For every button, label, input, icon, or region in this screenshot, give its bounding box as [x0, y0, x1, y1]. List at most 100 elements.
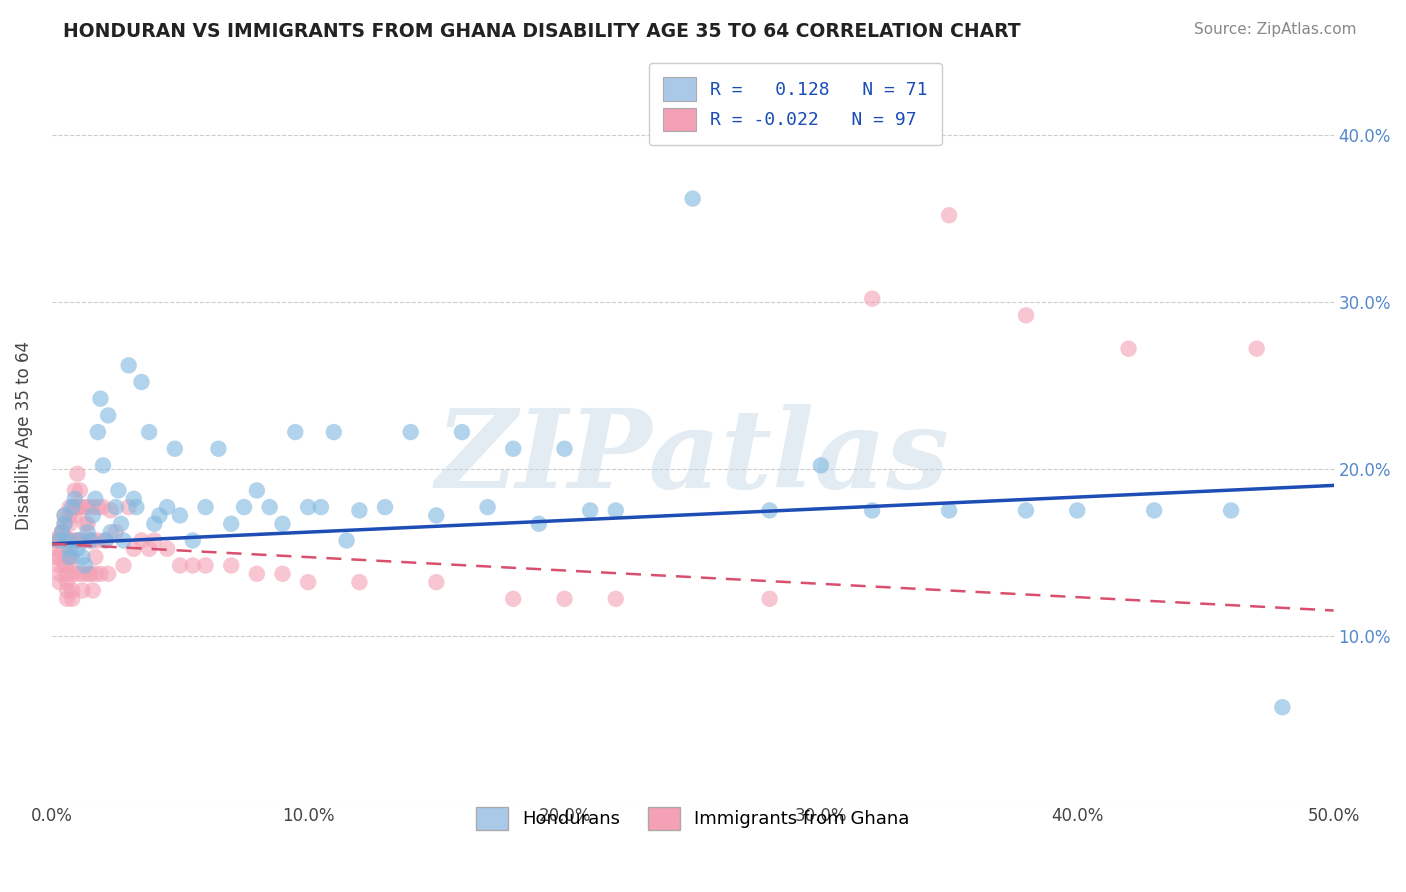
Point [246, 566, 269, 581]
Point [399, 425, 422, 439]
Point [104, 500, 127, 514]
Point [59, 533, 82, 548]
Point [94, 533, 117, 548]
Point [207, 442, 229, 456]
Point [44, 533, 66, 548]
Point [69, 500, 91, 514]
Point [110, 516, 132, 531]
Point [87, 533, 110, 548]
Point [56, 533, 79, 548]
Point [66, 500, 89, 514]
Point [63, 483, 86, 498]
Point [259, 500, 281, 514]
Point [322, 425, 344, 439]
Point [87, 425, 110, 439]
Legend: Hondurans, Immigrants from Ghana: Hondurans, Immigrants from Ghana [461, 792, 924, 845]
Point [60, 566, 83, 581]
Point [860, 503, 883, 517]
Point [45, 533, 67, 548]
Point [79, 533, 101, 548]
Point [349, 503, 371, 517]
Point [938, 208, 960, 222]
Point [51, 525, 73, 540]
Point [1143, 503, 1166, 517]
Point [82, 583, 104, 598]
Point [53, 516, 76, 531]
Point [59, 533, 82, 548]
Point [163, 442, 186, 456]
Point [219, 516, 242, 531]
Point [194, 558, 217, 573]
Point [48, 550, 70, 565]
Point [59, 550, 82, 565]
Point [1271, 700, 1294, 714]
Point [91, 458, 114, 473]
Point [75, 516, 97, 531]
Point [527, 516, 550, 531]
Point [194, 500, 217, 514]
Text: HONDURAN VS IMMIGRANTS FROM GHANA DISABILITY AGE 35 TO 64 CORRELATION CHART: HONDURAN VS IMMIGRANTS FROM GHANA DISABI… [63, 22, 1021, 41]
Point [66, 500, 89, 514]
Point [1220, 503, 1243, 517]
Point [72, 583, 94, 598]
Point [810, 458, 832, 473]
Point [59, 533, 82, 548]
Point [79, 533, 101, 548]
Point [297, 575, 319, 590]
Point [118, 500, 141, 514]
Point [66, 541, 89, 556]
Point [56, 575, 79, 590]
Point [502, 591, 524, 606]
Point [860, 292, 883, 306]
Point [169, 558, 191, 573]
Point [53, 516, 76, 531]
Point [60, 533, 83, 548]
Point [63, 508, 86, 523]
Point [143, 533, 166, 548]
Point [79, 566, 101, 581]
Point [76, 500, 98, 514]
Point [97, 409, 120, 423]
Point [89, 392, 111, 406]
Point [84, 491, 107, 506]
Point [48, 575, 70, 590]
Point [553, 442, 575, 456]
Point [60, 500, 83, 514]
Point [59, 508, 82, 523]
Point [72, 566, 94, 581]
Point [169, 508, 191, 523]
Point [1066, 503, 1088, 517]
Point [75, 500, 97, 514]
Point [758, 591, 780, 606]
Point [45, 550, 67, 565]
Point [131, 375, 153, 389]
Point [72, 550, 94, 565]
Point [1246, 342, 1268, 356]
Point [60, 583, 83, 598]
Point [48, 533, 70, 548]
Point [82, 500, 104, 514]
Point [246, 483, 269, 498]
Point [181, 558, 204, 573]
Point [60, 591, 83, 606]
Point [1015, 503, 1038, 517]
Y-axis label: Disability Age 35 to 64: Disability Age 35 to 64 [15, 341, 32, 530]
Point [75, 533, 97, 548]
Point [66, 533, 89, 548]
Point [56, 550, 79, 565]
Point [66, 467, 89, 481]
Point [1118, 342, 1140, 356]
Point [59, 541, 82, 556]
Point [84, 550, 107, 565]
Point [66, 533, 89, 548]
Point [59, 516, 82, 531]
Point [48, 558, 70, 573]
Point [104, 525, 127, 540]
Point [53, 508, 76, 523]
Point [156, 500, 179, 514]
Point [579, 503, 602, 517]
Point [349, 575, 371, 590]
Point [1015, 309, 1038, 323]
Point [271, 516, 294, 531]
Point [63, 500, 86, 514]
